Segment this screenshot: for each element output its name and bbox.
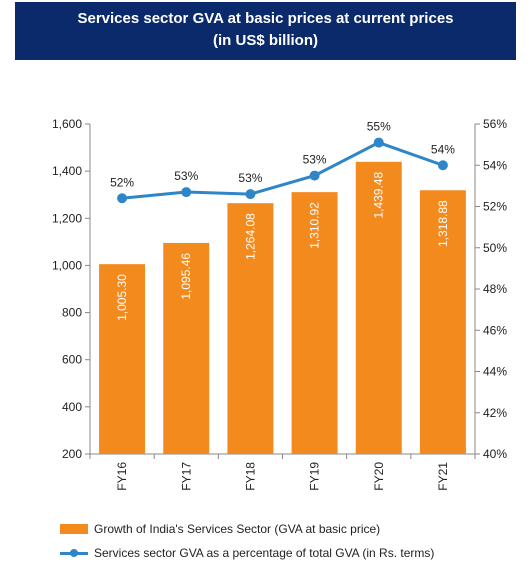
bar-value-label: 1,005.30 — [115, 274, 129, 321]
line-point — [437, 160, 448, 171]
legend-label-line: Services sector GVA as a percentage of t… — [94, 546, 435, 560]
chart-title: Services sector GVA at basic prices at c… — [77, 10, 454, 27]
y-left-tick-label: 200 — [62, 447, 82, 461]
x-tick-label: FY16 — [115, 462, 129, 491]
bar — [419, 190, 466, 455]
line-point — [245, 189, 256, 200]
bar-value-label: 1,439.48 — [372, 172, 386, 219]
line-series — [121, 140, 444, 200]
x-tick-label: FY18 — [243, 462, 257, 491]
y-right-tick-label: 56% — [483, 117, 507, 131]
y-left-tick-label: 1,400 — [52, 164, 82, 178]
bar — [355, 161, 402, 454]
y-right-tick-label: 52% — [483, 200, 507, 214]
legend-swatch-line — [60, 547, 88, 559]
legend-swatch-bar — [60, 524, 88, 534]
y-right-tick-label: 46% — [483, 323, 507, 337]
combo-chart: 200 400 600 800 1,000 1,200 1,400 1,600 40% 42% 44… — [52, 117, 507, 491]
x-tick-label: FY21 — [436, 462, 450, 491]
line-value-label: 52% — [110, 175, 134, 189]
chart-title-banner: Services sector GVA at basic prices at c… — [15, 2, 516, 60]
y-right-tick-label: 44% — [483, 365, 507, 379]
bar-value-label: 1,318.88 — [436, 200, 450, 247]
y-left-tick-label: 400 — [62, 400, 82, 414]
bar — [99, 264, 146, 454]
legend-item-bars: Growth of India's Services Sector (GVA a… — [60, 519, 434, 539]
bar — [227, 203, 274, 454]
line-point — [309, 170, 320, 181]
y-right-tick-label: 50% — [483, 241, 507, 255]
bar — [163, 242, 210, 454]
y-right-tick-label: 54% — [483, 158, 507, 172]
y-left-tick-label: 800 — [62, 306, 82, 320]
bar-value-label: 1,310.92 — [308, 202, 322, 249]
y-right-tick-label: 48% — [483, 282, 507, 296]
bar-value-label: 1,264.08 — [243, 213, 257, 260]
x-tick-label: FY20 — [372, 462, 386, 491]
chart-subtitle: (in US$ billion) — [213, 32, 318, 49]
legend-item-line: Services sector GVA as a percentage of t… — [60, 543, 434, 563]
line-point — [117, 193, 128, 204]
y-right-tick-label: 40% — [483, 447, 507, 461]
line-value-label: 54% — [431, 142, 455, 156]
line-value-label: 53% — [303, 153, 327, 167]
line-point — [181, 187, 192, 198]
chart-legend: Growth of India's Services Sector (GVA a… — [60, 519, 434, 567]
line-point — [373, 137, 384, 148]
x-tick-label: FY19 — [308, 462, 322, 491]
legend-label-bars: Growth of India's Services Sector (GVA a… — [94, 522, 381, 536]
line-value-label: 53% — [238, 171, 262, 185]
x-tick-label: FY17 — [179, 462, 193, 491]
line-value-label: 55% — [367, 120, 391, 134]
bar-value-label: 1,095.46 — [179, 253, 193, 300]
bar — [291, 192, 338, 454]
y-right-tick-label: 42% — [483, 406, 507, 420]
y-left-tick-label: 600 — [62, 353, 82, 367]
y-left-tick-label: 1,600 — [52, 117, 82, 131]
line-value-label: 53% — [174, 169, 198, 183]
y-left-tick-label: 1,000 — [52, 258, 82, 272]
y-left-tick-label: 1,200 — [52, 211, 82, 225]
